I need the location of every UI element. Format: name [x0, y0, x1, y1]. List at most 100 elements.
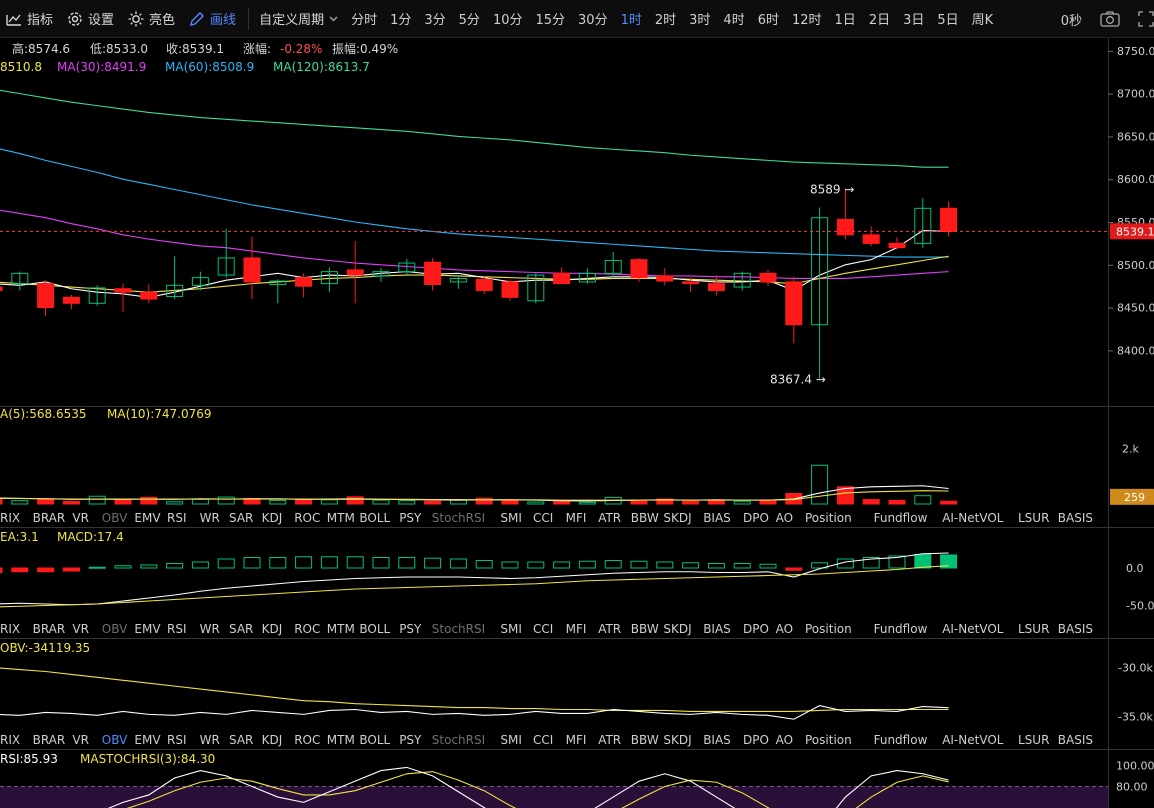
settings-button[interactable]: 设置 — [67, 9, 114, 28]
period-tab-14[interactable]: 2日 — [868, 13, 891, 28]
custom-period-dropdown[interactable]: 自定义周期 — [259, 9, 338, 28]
obv-ind-tab-12[interactable]: PSY — [399, 733, 422, 747]
obv-ind-tab-2[interactable]: VR — [72, 733, 89, 747]
macd-ind-tab-18[interactable]: BBW — [631, 622, 659, 636]
macd-ind-tab-19[interactable]: SKDJ — [663, 622, 691, 636]
obv-ind-tab-9[interactable]: ROC — [294, 733, 320, 747]
macd-ind-tab-23[interactable]: Position — [805, 622, 852, 636]
vol-ind-tab-9[interactable]: ROC — [294, 511, 320, 525]
obv-ind-tab-19[interactable]: SKDJ — [663, 733, 691, 747]
macd-ind-tab-11[interactable]: BOLL — [359, 622, 390, 636]
obv-ind-tab-23[interactable]: Position — [805, 733, 852, 747]
vol-ind-tab-23[interactable]: Position — [805, 511, 852, 525]
period-tab-10[interactable]: 4时 — [723, 13, 745, 28]
bright-mode-button[interactable]: 亮色 — [128, 9, 175, 28]
macd-ind-tab-4[interactable]: EMV — [134, 622, 161, 636]
period-tab-5[interactable]: 15分 — [535, 13, 566, 28]
obv-ind-tab-17[interactable]: ATR — [598, 733, 621, 747]
macd-ind-tab-6[interactable]: WR — [200, 622, 220, 636]
macd-ind-tab-5[interactable]: RSI — [167, 622, 187, 636]
obv-ind-tab-22[interactable]: AO — [776, 733, 793, 747]
vol-ind-tab-7[interactable]: SAR — [229, 511, 253, 525]
period-tab-6[interactable]: 30分 — [578, 13, 608, 28]
period-tab-3[interactable]: 5分 — [458, 13, 480, 28]
vol-ind-tab-21[interactable]: DPO — [743, 511, 769, 525]
vol-ind-tab-12[interactable]: PSY — [399, 511, 422, 525]
vol-ind-tab-8[interactable]: KDJ — [262, 511, 283, 525]
vol-ind-tab-6[interactable]: WR — [200, 511, 220, 525]
macd-ind-tab-13[interactable]: StochRSI — [432, 622, 485, 636]
period-tab-15[interactable]: 3日 — [903, 13, 925, 28]
obv-ind-tab-5[interactable]: RSI — [167, 733, 187, 747]
vol-ind-tab-11[interactable]: BOLL — [359, 511, 390, 525]
macd-ind-tab-1[interactable]: BRAR — [33, 622, 66, 636]
vol-ind-tab-3[interactable]: OBV — [102, 511, 128, 525]
obv-ind-tab-16[interactable]: MFI — [566, 733, 587, 747]
obv-ind-tab-26[interactable]: LSUR — [1018, 733, 1049, 747]
period-tab-11[interactable]: 6时 — [757, 13, 779, 28]
vol-ind-tab-22[interactable]: AO — [776, 511, 793, 525]
macd-ind-tab-22[interactable]: AO — [776, 622, 793, 636]
macd-ind-tab-16[interactable]: MFI — [566, 622, 587, 636]
macd-ind-tab-17[interactable]: ATR — [598, 622, 621, 636]
vol-ind-tab-15[interactable]: CCI — [533, 511, 553, 525]
vol-ind-tab-1[interactable]: BRAR — [33, 511, 66, 525]
period-tab-0[interactable]: 分时 — [351, 13, 378, 28]
vol-ind-tab-26[interactable]: LSUR — [1018, 511, 1049, 525]
obv-ind-tab-10[interactable]: MTM — [327, 733, 355, 747]
obv-ind-tab-14[interactable]: SMI — [500, 733, 522, 747]
period-tab-7[interactable]: 1时 — [620, 13, 642, 28]
vol-ind-tab-4[interactable]: EMV — [134, 511, 161, 525]
camera-icon[interactable] — [1100, 11, 1120, 27]
fullscreen-icon[interactable] — [1138, 11, 1154, 27]
vol-ind-tab-18[interactable]: BBW — [631, 511, 659, 525]
vol-ind-tab-17[interactable]: ATR — [598, 511, 621, 525]
macd-ind-tab-15[interactable]: CCI — [533, 622, 553, 636]
vol-ind-tab-16[interactable]: MFI — [566, 511, 587, 525]
vol-ind-tab-0[interactable]: RIX — [0, 511, 20, 525]
macd-ind-tab-24[interactable]: Fundflow — [874, 622, 928, 636]
vol-ind-tab-24[interactable]: Fundflow — [874, 511, 928, 525]
obv-ind-tab-15[interactable]: CCI — [533, 733, 553, 747]
macd-ind-tab-27[interactable]: BASIS — [1058, 622, 1093, 636]
macd-ind-tab-3[interactable]: OBV — [102, 622, 128, 636]
macd-ind-tab-21[interactable]: DPO — [743, 622, 769, 636]
macd-ind-tab-9[interactable]: ROC — [294, 622, 320, 636]
obv-ind-tab-4[interactable]: EMV — [134, 733, 161, 747]
period-tab-4[interactable]: 10分 — [492, 13, 523, 28]
vol-ind-tab-2[interactable]: VR — [72, 511, 89, 525]
obv-ind-tab-6[interactable]: WR — [200, 733, 220, 747]
vol-ind-tab-10[interactable]: MTM — [327, 511, 355, 525]
period-tab-16[interactable]: 5日 — [937, 13, 959, 28]
obv-ind-tab-7[interactable]: SAR — [229, 733, 253, 747]
macd-ind-tab-20[interactable]: BIAS — [703, 622, 731, 636]
macd-ind-tab-10[interactable]: MTM — [327, 622, 355, 636]
draw-line-button[interactable]: 画线 — [189, 9, 236, 28]
macd-ind-tab-14[interactable]: SMI — [500, 622, 522, 636]
obv-ind-tab-18[interactable]: BBW — [631, 733, 659, 747]
vol-ind-tab-19[interactable]: SKDJ — [663, 511, 691, 525]
macd-ind-tab-25[interactable]: AI-NetVOL — [942, 622, 1004, 636]
macd-ind-tab-8[interactable]: KDJ — [262, 622, 283, 636]
macd-ind-tab-0[interactable]: RIX — [0, 622, 20, 636]
period-tab-12[interactable]: 12时 — [791, 13, 822, 28]
macd-ind-tab-26[interactable]: LSUR — [1018, 622, 1049, 636]
indicators-button[interactable]: 指标 — [6, 9, 53, 28]
obv-ind-tab-3[interactable]: OBV — [102, 733, 128, 747]
obv-ind-tab-21[interactable]: DPO — [743, 733, 769, 747]
macd-ind-tab-7[interactable]: SAR — [229, 622, 253, 636]
vol-ind-tab-5[interactable]: RSI — [167, 511, 187, 525]
obv-ind-tab-13[interactable]: StochRSI — [432, 733, 485, 747]
obv-ind-tab-27[interactable]: BASIS — [1058, 733, 1093, 747]
obv-ind-tab-24[interactable]: Fundflow — [874, 733, 928, 747]
obv-ind-tab-0[interactable]: RIX — [0, 733, 20, 747]
obv-ind-tab-20[interactable]: BIAS — [703, 733, 731, 747]
vol-ind-tab-27[interactable]: BASIS — [1058, 511, 1093, 525]
obv-ind-tab-8[interactable]: KDJ — [262, 733, 283, 747]
period-tab-8[interactable]: 2时 — [654, 13, 677, 28]
vol-ind-tab-14[interactable]: SMI — [500, 511, 522, 525]
period-tab-2[interactable]: 3分 — [424, 13, 446, 28]
vol-ind-tab-20[interactable]: BIAS — [703, 511, 731, 525]
vol-ind-tab-25[interactable]: AI-NetVOL — [942, 511, 1004, 525]
chart-canvas[interactable]: 高:8574.6 低:8533.0 收:8539.1 涨幅: -0.28% 振幅:0.49… — [0, 38, 1154, 808]
